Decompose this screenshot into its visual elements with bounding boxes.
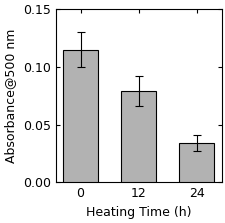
X-axis label: Heating Time (h): Heating Time (h)	[86, 206, 191, 219]
Bar	[63, 50, 98, 182]
Bar	[121, 91, 155, 182]
Bar	[179, 143, 213, 182]
Y-axis label: Absorbance@500 nm: Absorbance@500 nm	[4, 29, 17, 163]
